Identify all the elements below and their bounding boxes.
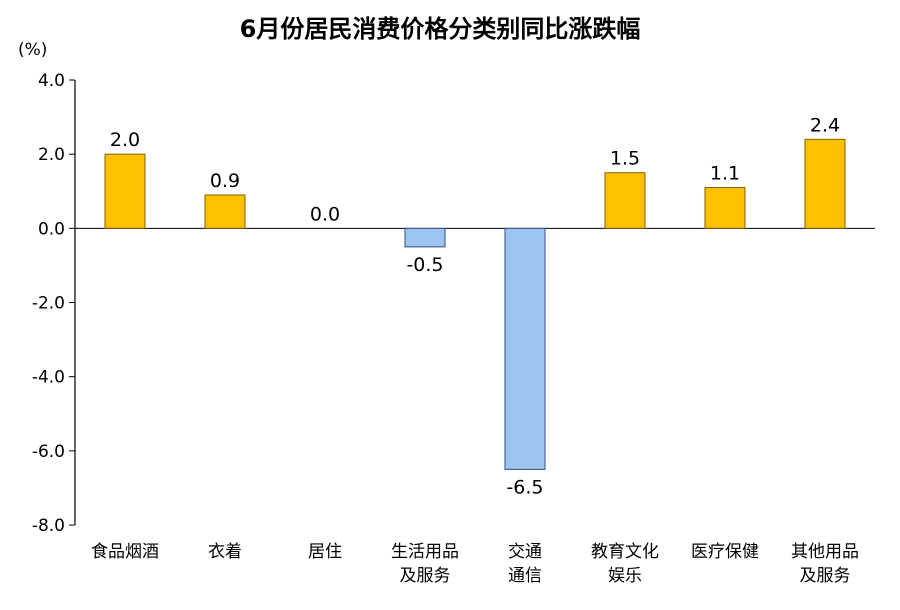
bar: [704, 187, 746, 229]
y-tick-label: -2.0: [32, 294, 65, 314]
data-label: 0.0: [310, 203, 340, 225]
data-label: 1.1: [710, 163, 740, 185]
y-tick-label: 0.0: [38, 219, 65, 239]
y-tick-label: 2.0: [38, 145, 65, 165]
bar: [204, 194, 246, 229]
bar: [604, 172, 646, 229]
x-tick-label: 居住: [308, 542, 342, 562]
x-tick-label: 通信: [508, 566, 542, 586]
bar: [404, 227, 446, 248]
y-tick-label: 4.0: [38, 71, 65, 91]
data-label: -6.5: [506, 476, 543, 498]
x-tick-label: 娱乐: [608, 566, 642, 586]
y-tick-label: -8.0: [32, 516, 65, 536]
data-label: -0.5: [406, 254, 443, 276]
y-tick-label: -4.0: [32, 368, 65, 388]
x-tick-label: 教育文化: [591, 542, 659, 562]
x-tick-label: 食品烟酒: [91, 542, 159, 562]
x-tick-label: 衣着: [208, 542, 242, 562]
x-tick-label: 生活用品: [391, 542, 459, 562]
data-label: 0.9: [210, 170, 240, 192]
bar: [804, 138, 846, 229]
y-tick-label: -6.0: [32, 442, 65, 462]
data-label: 2.4: [810, 114, 840, 136]
data-label: 1.5: [610, 148, 640, 170]
x-tick-label: 及服务: [400, 566, 451, 586]
data-label: 2.0: [110, 129, 140, 151]
bar: [504, 227, 546, 470]
bar: [104, 153, 146, 229]
chart-title: 6月份居民消费价格分类别同比涨跌幅: [240, 15, 641, 43]
x-tick-label: 及服务: [800, 566, 851, 586]
x-tick-label: 医疗保健: [691, 542, 759, 562]
y-axis-unit: (%): [18, 40, 47, 60]
x-tick-label: 交通: [508, 542, 542, 562]
x-tick-label: 其他用品: [791, 542, 859, 562]
